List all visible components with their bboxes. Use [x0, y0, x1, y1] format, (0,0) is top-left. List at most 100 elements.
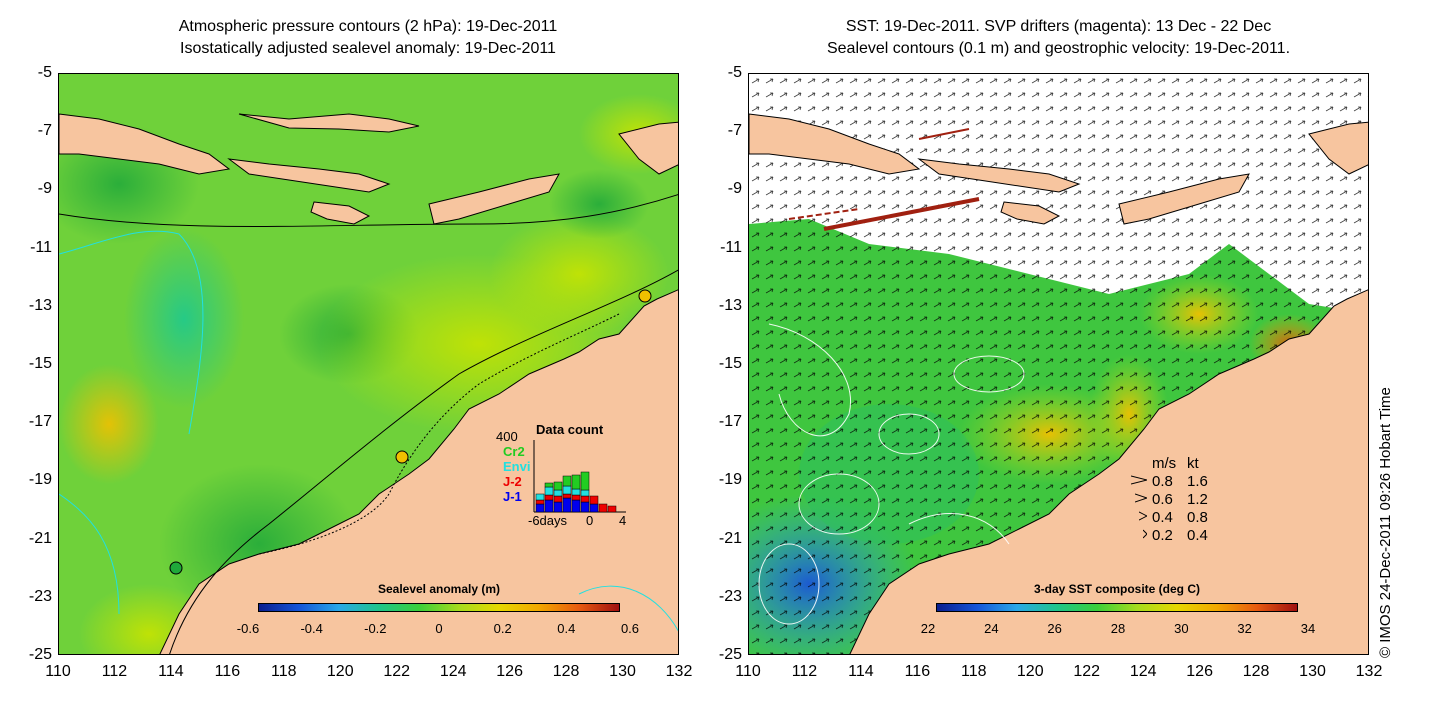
data-count-series-j-1: J-1	[503, 489, 522, 504]
left-map-x-tick-label: 114	[158, 663, 184, 680]
histogram-bar	[544, 482, 554, 488]
left-map-x-tick-label: 124	[439, 663, 467, 680]
sumba-island	[310, 201, 371, 225]
right-map-y-tick-label: -21	[718, 529, 742, 547]
right-map-panel	[748, 73, 1369, 655]
left-map-x-tick-label: 132	[665, 663, 693, 680]
left-colorbar-tick-label: 0.6	[620, 621, 640, 636]
histogram-bar	[571, 474, 581, 490]
histogram-bar	[553, 495, 563, 503]
left-map-x-tick-label: 118	[271, 663, 297, 680]
right-map-x-tick-label: 118	[961, 663, 987, 680]
left-map-graphic	[59, 74, 678, 654]
data-count-histogram	[533, 440, 626, 513]
right-map-y-tick-label: -19	[718, 471, 742, 489]
histogram-bar	[562, 493, 572, 499]
histogram-bar	[580, 501, 590, 513]
left-map-x-tick-label: 116	[214, 663, 241, 680]
left-colorbar-tick-label: -0.4	[300, 621, 323, 636]
lesser-sunda-islands	[227, 158, 391, 193]
velocity-legend-ms-value: 0.8	[1152, 473, 1173, 490]
right-map-x-tick-label: 112	[791, 663, 818, 680]
histogram-bar	[589, 503, 599, 513]
right-map-x-tick-label: 126	[1186, 663, 1213, 680]
histogram-bar	[535, 493, 545, 501]
histogram-bar	[553, 501, 563, 513]
right-colorbar-tick-label: 30	[1174, 621, 1189, 636]
left-map-x-tick-label: 128	[552, 663, 580, 680]
left-colorbar-tick-label: 0.2	[493, 621, 512, 636]
histogram-bar	[598, 503, 608, 513]
velocity-legend-ms-value: 0.2	[1152, 527, 1173, 544]
left-map-x-tick-label: 130	[609, 663, 636, 680]
right-map-x-tick-label: 132	[1355, 663, 1383, 680]
left-colorbar-tick-label: -0.2	[364, 621, 387, 636]
right-colorbar-tick-label: 22	[920, 621, 936, 636]
histogram-bar	[553, 489, 563, 497]
data-count-max-label: 400	[496, 429, 518, 444]
left-map-x-tick-label: 122	[383, 663, 411, 680]
right-map-x-tick-label: 122	[1073, 663, 1101, 680]
histogram-bar	[571, 499, 581, 513]
right-colorbar-tick-label: 32	[1237, 621, 1252, 636]
drifter-track	[918, 128, 970, 140]
left-map-y-tick-label: -21	[28, 529, 52, 547]
velocity-legend-kt-value: 1.6	[1187, 473, 1208, 490]
histogram-bar	[580, 489, 590, 497]
right-map-x-tick-label: 128	[1242, 663, 1270, 680]
left-map-y-tick-label: -7	[37, 122, 52, 140]
java-island	[59, 113, 231, 175]
imos-credit: © IMOS 24-Dec-2011 09:26 Hobart Time	[1377, 387, 1394, 658]
left-map-y-tick-label: -19	[28, 471, 52, 489]
data-count-series-j-2: J-2	[503, 474, 522, 489]
right-colorbar-tick-label: 28	[1110, 621, 1126, 636]
timor-island	[428, 173, 560, 225]
right-map-x-tick-label: 124	[1129, 663, 1157, 680]
left-colorbar-tick-label: -0.6	[236, 621, 260, 636]
left-colorbar	[258, 603, 620, 612]
australia-landmass	[159, 289, 678, 654]
left-map-y-tick-label: -25	[28, 646, 52, 663]
velocity-legend-arrow-icon	[1138, 509, 1149, 523]
right-map-y-tick-label: -23	[718, 587, 742, 605]
histogram-bar	[580, 471, 590, 491]
java-island	[749, 113, 921, 175]
data-count-x-mid: 0	[586, 513, 594, 528]
station-marker	[169, 561, 183, 575]
northern-islands	[238, 113, 420, 133]
right-map-x-tick-label: 110	[735, 663, 761, 680]
histogram-bar	[562, 475, 572, 487]
lesser-sunda-islands	[917, 158, 1081, 193]
east-islands	[1308, 121, 1368, 175]
right-map-title-line2: Sealevel contours (0.1 m) and geostrophi…	[826, 40, 1291, 57]
drifter-track	[823, 197, 980, 231]
left-colorbar-title: Sealevel anomaly (m)	[377, 582, 501, 596]
sumba-island	[1000, 201, 1061, 225]
histogram-bar	[571, 488, 581, 496]
east-islands	[618, 121, 678, 175]
velocity-legend-header-kt: kt	[1187, 455, 1199, 472]
histogram-bar	[544, 499, 554, 513]
right-map-y-tick-label: -11	[720, 238, 742, 256]
velocity-legend-kt-value: 0.4	[1187, 527, 1208, 544]
left-map-y-tick-label: -17	[28, 413, 52, 431]
right-map-title-line1: SST: 19-Dec-2011. SVP drifters (magenta)…	[845, 18, 1272, 35]
histogram-bar	[553, 481, 563, 491]
data-count-x-start: -6days	[528, 513, 568, 528]
left-map-x-tick-label: 112	[101, 663, 128, 680]
histogram-bar	[535, 499, 545, 505]
left-map-title-line2: Isostatically adjusted sealevel anomaly:…	[180, 40, 556, 57]
right-colorbar-title: 3-day SST composite (deg C)	[1033, 582, 1201, 596]
velocity-legend-header-ms: m/s	[1152, 455, 1177, 472]
right-map-x-tick-label: 116	[904, 663, 931, 680]
right-map-y-tick-label: -9	[727, 180, 742, 198]
histogram-bar	[589, 495, 599, 505]
left-colorbar-tick-label: 0	[435, 621, 443, 636]
velocity-legend-kt-value: 0.8	[1187, 509, 1208, 526]
data-count-x-end: 4	[619, 513, 627, 528]
histogram-bar	[562, 497, 572, 513]
left-map-y-tick-label: -13	[28, 296, 52, 314]
left-map-y-tick-label: -9	[37, 180, 52, 198]
velocity-legend-arrow-icon	[1130, 473, 1148, 487]
histogram-bar	[580, 495, 590, 503]
